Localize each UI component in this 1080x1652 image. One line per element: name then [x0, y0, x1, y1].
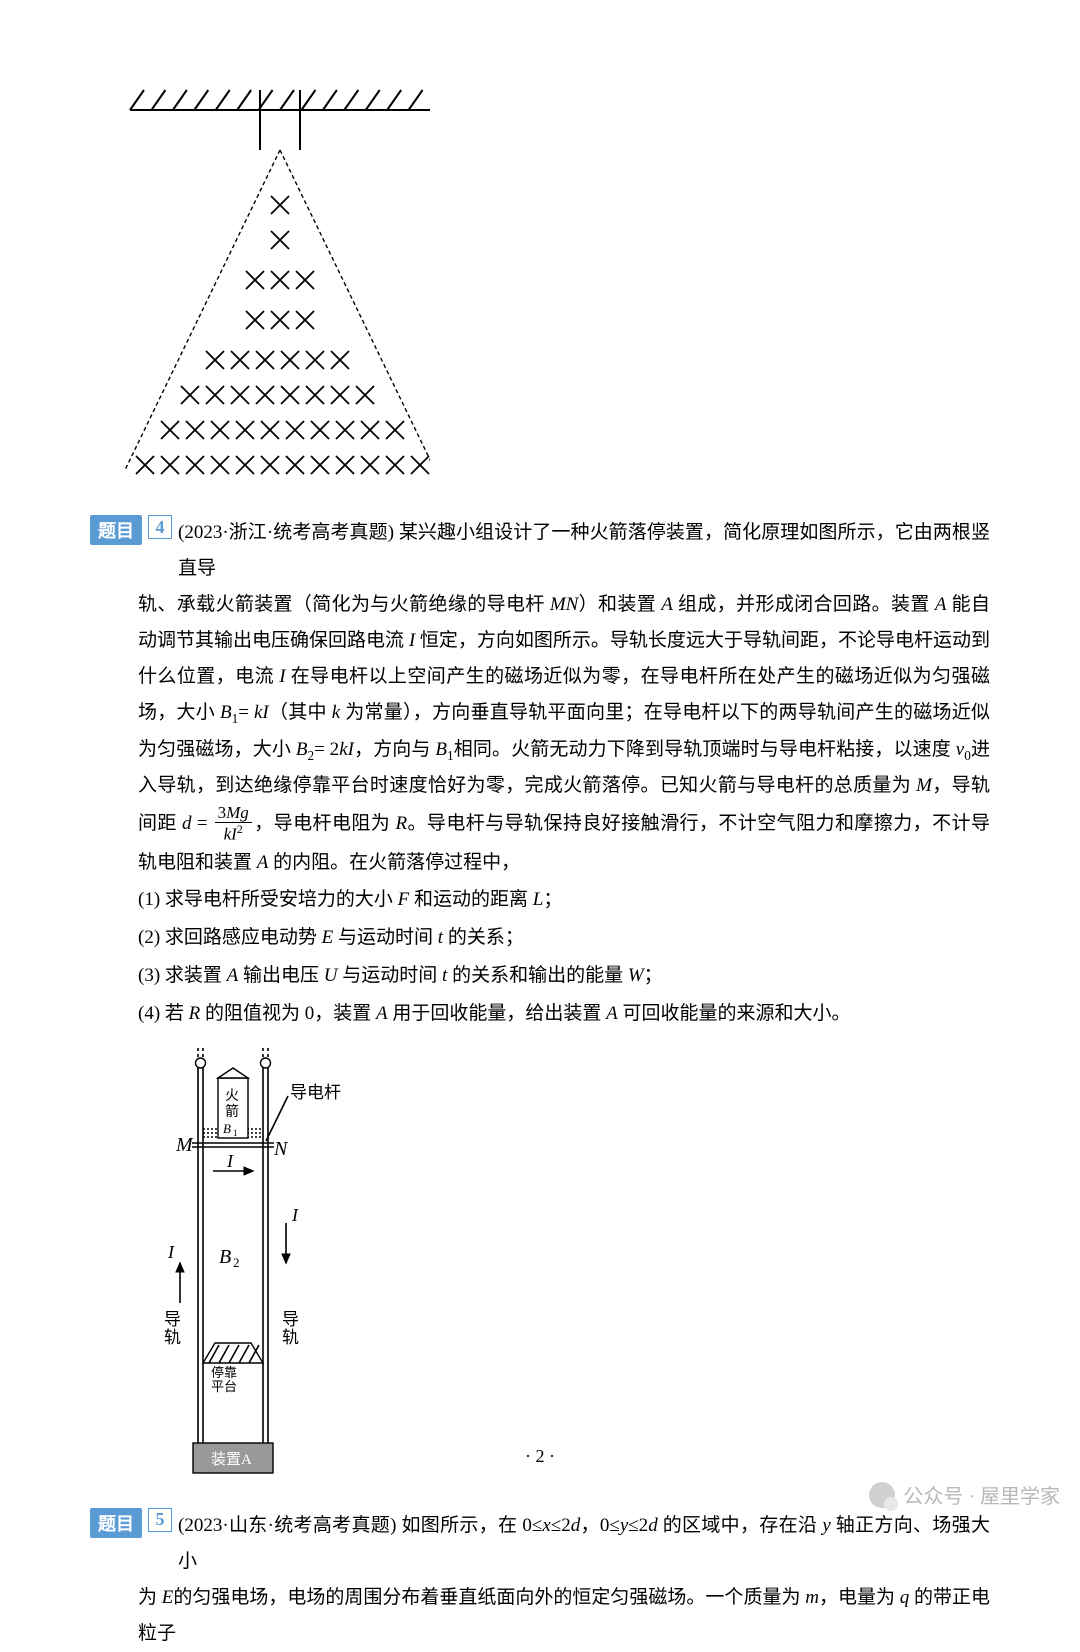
problem-5-header: 题目 5 (2023·山东·统考高考真题) 如图所示，在 0≤x≤2d，0≤y≤… — [90, 1508, 990, 1580]
wechat-icon — [869, 1482, 895, 1508]
problem-5-rest: 为 E的匀强电场，电场的周围分布着垂直纸面向外的恒定匀强磁场。一个质量为 m，电… — [90, 1580, 990, 1652]
problem-5-source: (2023·山东·统考高考真题) — [178, 1515, 396, 1536]
problem-4: 题目 4 (2023·浙江·统考高考真题) 某兴趣小组设计了一种火箭落停装置，简… — [90, 515, 990, 1488]
svg-text:I: I — [226, 1151, 234, 1171]
figure-triangle-magnetic — [110, 80, 990, 485]
svg-text:I: I — [167, 1242, 175, 1262]
svg-text:M: M — [175, 1134, 194, 1156]
svg-text:停靠: 停靠 — [211, 1365, 237, 1380]
svg-text:导: 导 — [282, 1310, 299, 1329]
svg-text:导电杆: 导电杆 — [290, 1083, 341, 1102]
watermark-text: 公众号 · 屋里学家 — [903, 1480, 1060, 1509]
svg-text:B: B — [223, 1121, 231, 1136]
svg-text:轨: 轨 — [164, 1328, 181, 1347]
problem-4-rest: 轨、承载火箭装置（简化为与火箭绝缘的导电杆 MN）和装置 A 组成，并形成闭合回… — [90, 587, 990, 881]
problem-number: 5 — [148, 1508, 172, 1532]
sub-q2: (2) 求回路感应电动势 E 与运动时间 t 的关系； — [138, 919, 990, 957]
problem-4-header: 题目 4 (2023·浙江·统考高考真题) 某兴趣小组设计了一种火箭落停装置，简… — [90, 515, 990, 587]
problem-4-subquestions: (1) 求导电杆所受安培力的大小 F 和运动的距离 L； (2) 求回路感应电动… — [90, 881, 990, 1033]
problem-number: 4 — [148, 515, 172, 539]
page-number: · 2 · — [525, 1446, 555, 1467]
sub-q4: (4) 若 R 的阻值视为 0，装置 A 用于回收能量，给出装置 A 可回收能量… — [138, 995, 990, 1033]
problem-4-body: (2023·浙江·统考高考真题) 某兴趣小组设计了一种火箭落停装置，简化原理如图… — [178, 515, 990, 587]
svg-text:箭: 箭 — [225, 1103, 239, 1120]
problem-4-source: (2023·浙江·统考高考真题) — [178, 522, 394, 543]
svg-text:导: 导 — [164, 1310, 181, 1329]
svg-text:2: 2 — [233, 1255, 240, 1270]
svg-text:平台: 平台 — [211, 1379, 237, 1394]
watermark: 公众号 · 屋里学家 — [869, 1480, 1060, 1509]
problem-5: 题目 5 (2023·山东·统考高考真题) 如图所示，在 0≤x≤2d，0≤y≤… — [90, 1508, 990, 1652]
svg-text:N: N — [273, 1138, 289, 1160]
svg-text:1: 1 — [233, 1128, 238, 1138]
svg-text:I: I — [291, 1205, 299, 1225]
svg-text:B: B — [219, 1246, 231, 1268]
svg-text:装置A: 装置A — [211, 1451, 252, 1468]
problem-5-body: (2023·山东·统考高考真题) 如图所示，在 0≤x≤2d，0≤y≤2d 的区… — [178, 1508, 990, 1580]
svg-text:轨: 轨 — [282, 1328, 299, 1347]
problem-label: 题目 — [90, 515, 142, 545]
figure-rail-device: 火箭停靠平台装置AMN导电杆IIIB2B1导轨导轨 — [138, 1043, 990, 1488]
svg-text:火: 火 — [225, 1089, 239, 1104]
problem-label: 题目 — [90, 1508, 142, 1538]
sub-q1: (1) 求导电杆所受安培力的大小 F 和运动的距离 L； — [138, 881, 990, 919]
sub-q3: (3) 求装置 A 输出电压 U 与运动时间 t 的关系和输出的能量 W； — [138, 957, 990, 995]
